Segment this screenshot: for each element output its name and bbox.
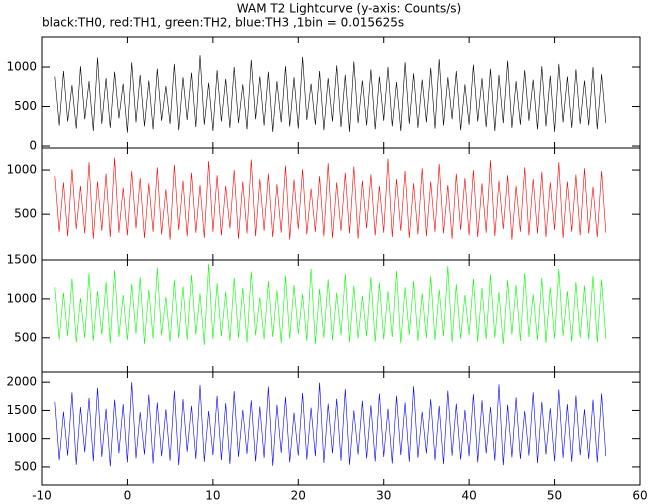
x-tick-label: 30 — [376, 489, 391, 503]
panel-frame — [41, 259, 641, 373]
y-tick-label: 0 — [29, 139, 37, 153]
y-tick-label: 500 — [14, 459, 37, 473]
x-tick-label: 20 — [291, 489, 306, 503]
x-tick-label: 50 — [547, 489, 562, 503]
lightcurve — [54, 157, 607, 240]
lightcurve — [54, 55, 607, 133]
chart-title: WAM T2 Lightcurve (y-axis: Counts/s) — [237, 2, 461, 16]
y-tick-label: 1000 — [6, 163, 37, 177]
y-tick-label: 2000 — [6, 375, 37, 389]
panel-frame — [41, 147, 641, 261]
x-tick-label: -10 — [32, 489, 52, 503]
y-tick-label: 1500 — [6, 253, 37, 267]
y-tick-label: 500 — [14, 330, 37, 344]
y-tick-label: 1000 — [6, 60, 37, 74]
lightcurve — [54, 382, 607, 467]
y-tick-label: 500 — [14, 207, 37, 221]
panel-frame — [41, 371, 641, 486]
panel-frame — [41, 36, 641, 149]
y-tick-label: 1000 — [6, 291, 37, 305]
y-tick-label: 500 — [14, 99, 37, 113]
y-tick-label: 1500 — [6, 403, 37, 417]
y-tick-label: 1000 — [6, 431, 37, 445]
chart-subtitle: black:TH0, red:TH1, green:TH2, blue:TH3 … — [42, 16, 404, 30]
x-tick-label: 60 — [632, 489, 647, 503]
x-tick-label: 40 — [462, 489, 477, 503]
lightcurve — [54, 263, 607, 345]
x-tick-label: 10 — [205, 489, 220, 503]
x-tick-label: 0 — [124, 489, 132, 503]
